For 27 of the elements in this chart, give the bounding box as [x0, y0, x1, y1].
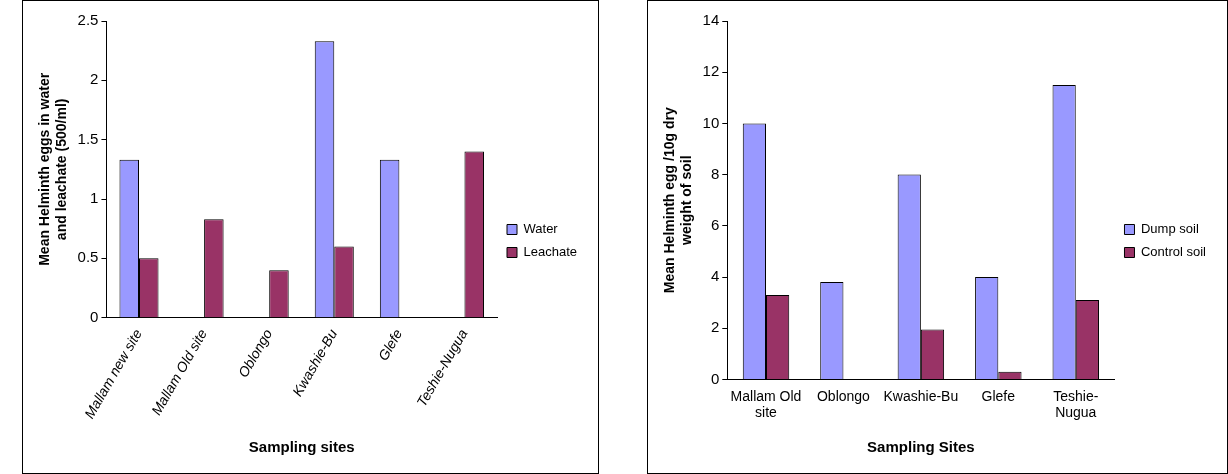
y-tick-label: 12 — [702, 62, 720, 80]
legend-label: Water — [523, 221, 559, 237]
x-axis-title: Sampling Sites — [867, 438, 975, 456]
y-tick-label: 0 — [90, 307, 99, 325]
x-axis-title: Sampling sites — [248, 438, 355, 456]
x-tick-label: Oblongo — [816, 387, 871, 404]
legend-label: Control soil — [1140, 244, 1207, 260]
x-tick-label: Mallam Old site — [730, 387, 802, 421]
y-tick-label: 1 — [90, 189, 99, 207]
y-tick-label: 2 — [710, 318, 720, 336]
y-tick-label: 10 — [702, 113, 720, 131]
x-tick-label: Teshie-Nugua — [1053, 387, 1099, 421]
y-tick-label: 0 — [710, 369, 720, 387]
legend-label: Leachate — [523, 244, 578, 260]
legend-label: Dump soil — [1140, 221, 1199, 237]
y-tick-label: 4 — [710, 267, 720, 285]
y-tick-label: 0.5 — [77, 248, 99, 266]
x-tick-label: Glefe — [981, 387, 1016, 404]
y-axis-title: Mean Helminth egg /10g dry weight of soil — [661, 107, 695, 294]
y-tick-label: 2.5 — [77, 11, 99, 29]
y-tick-label: 8 — [710, 164, 720, 182]
y-tick-label: 6 — [710, 215, 720, 233]
y-tick-label: 14 — [702, 11, 720, 29]
x-tick-label: Kwashie-Bu — [883, 387, 959, 404]
y-tick-label: 2 — [90, 70, 99, 88]
y-axis-title: Mean Helminth eggs in water and leachate (500/ml) — [36, 72, 70, 266]
y-tick-label: 1.5 — [77, 129, 99, 147]
